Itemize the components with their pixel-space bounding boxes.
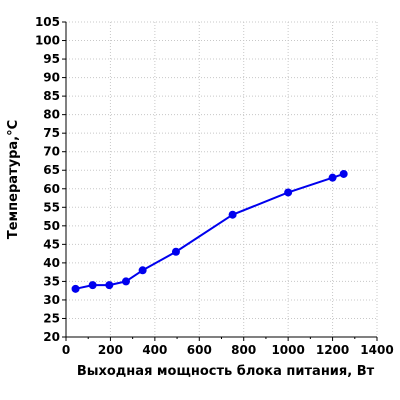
data-point [339,169,348,178]
y-axis-title: Температура,°C [6,120,21,239]
y-tick-label: 45 [43,237,60,251]
y-tick-label: 25 [43,311,60,325]
y-tick-label: 100 [35,34,60,48]
y-tick-label: 95 [43,52,60,66]
series-group [71,169,348,293]
data-point [105,281,114,290]
y-tick-label: 75 [43,126,60,140]
x-tick-label: 400 [142,343,167,357]
x-tick-label: 600 [187,343,212,357]
y-tick-label: 40 [43,256,60,270]
y-tick-label: 50 [43,219,60,233]
x-tick-label: 200 [98,343,123,357]
x-tick-label: 800 [231,343,256,357]
axes [62,21,378,341]
y-tick-label: 90 [43,71,60,85]
x-tick-label: 1200 [316,343,349,357]
y-tick-label: 70 [43,145,60,159]
data-point [171,247,180,256]
y-tick-label: 60 [43,182,60,196]
y-tick-label: 55 [43,200,60,214]
y-tick-label: 80 [43,108,60,122]
x-axis-title: Выходная мощность блока питания, Вт [77,364,375,379]
data-series [71,169,348,293]
data-point [284,188,293,197]
x-tick-label: 1000 [271,343,304,357]
y-tick-label: 105 [35,15,60,29]
data-point [88,281,97,290]
y-tick-label: 35 [43,274,60,288]
data-point [328,173,337,182]
tick-labels: 20 25 30 35 40 45 50 55 60 65 70 75 80 85 90 95 100 105 0 2… [35,15,394,357]
x-tick-label: 1400 [360,343,393,357]
y-tick-label: 20 [43,330,60,344]
data-point [71,284,80,293]
data-point [228,210,237,219]
series-line [75,172,344,290]
y-tick-label: 85 [43,89,60,103]
y-tick-label: 65 [43,163,60,177]
data-point [138,266,147,275]
y-tick-label: 30 [43,293,60,307]
data-point [121,277,130,286]
x-tick-label: 0 [62,343,70,357]
grid [66,21,378,337]
